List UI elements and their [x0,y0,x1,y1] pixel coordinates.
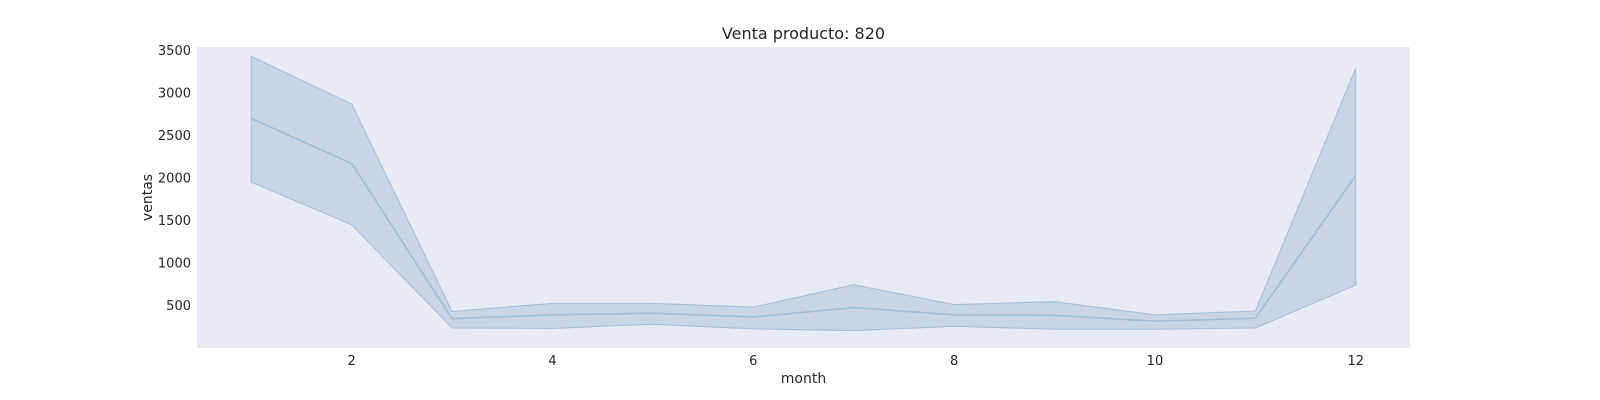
plot-area [197,47,1410,348]
x-tick-label: 10 [1147,354,1164,369]
series-line [250,117,1357,323]
y-axis-ticks: 500 1000 1500 2000 2500 3000 3500 [158,44,191,314]
confidence-band [250,55,1357,332]
x-tick-label: 2 [347,354,355,369]
y-tick-label: 3000 [158,86,191,101]
confidence-band-layer [250,55,1357,332]
y-tick-label: 3500 [158,44,191,59]
y-tick-label: 500 [166,299,191,314]
x-axis-ticks: 2 4 6 8 10 12 [347,354,1364,369]
x-tick-label: 4 [548,354,556,369]
x-tick-label: 6 [749,354,757,369]
x-axis-label: month [781,371,826,387]
x-tick-label: 8 [950,354,958,369]
chart-title: Venta producto: 820 [722,24,885,43]
y-tick-label: 2000 [158,171,191,186]
y-tick-label: 1000 [158,256,191,271]
y-tick-label: 2500 [158,129,191,144]
y-tick-label: 1500 [158,214,191,229]
y-axis-label: ventas [140,174,156,221]
series-line-layer [250,117,1357,323]
x-tick-label: 12 [1348,354,1365,369]
